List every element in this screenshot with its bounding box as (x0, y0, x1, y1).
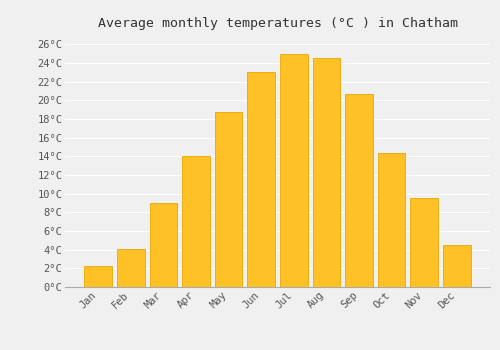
Bar (280, 54, 307, 287)
Bar (182, 156, 210, 287)
Bar (214, 112, 242, 287)
Title: Average monthly temperatures (°C ) in Chatham: Average monthly temperatures (°C ) in Ch… (98, 17, 458, 30)
Bar (443, 245, 470, 287)
Bar (378, 153, 406, 287)
Bar (410, 198, 438, 287)
Bar (84, 266, 112, 287)
Bar (345, 94, 373, 287)
Bar (150, 203, 177, 287)
Bar (248, 72, 275, 287)
Bar (117, 249, 144, 287)
Bar (312, 58, 340, 287)
